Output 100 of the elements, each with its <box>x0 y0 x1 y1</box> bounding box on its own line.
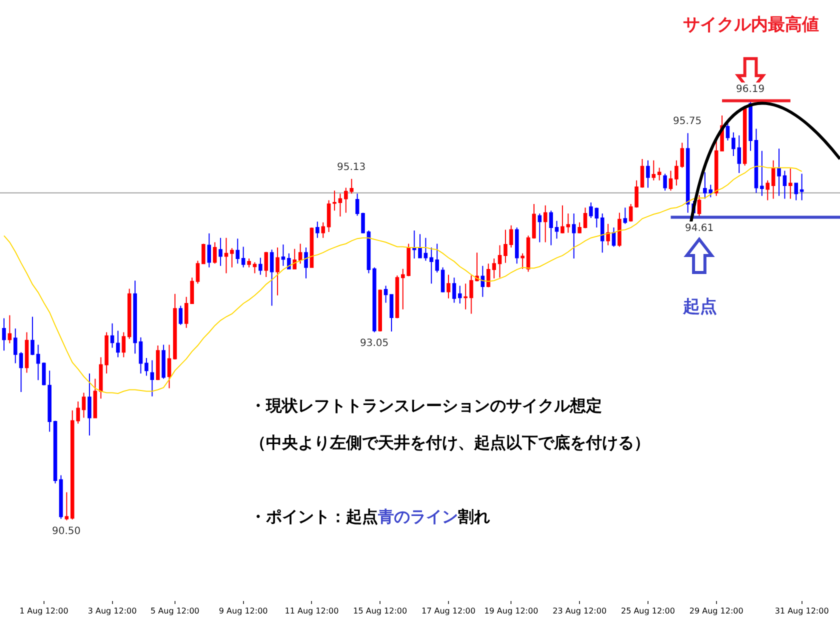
candlestick <box>298 243 302 264</box>
candlestick <box>332 190 336 212</box>
candlestick <box>777 148 781 196</box>
candlestick <box>390 294 394 332</box>
candlestick <box>241 246 246 268</box>
candlestick <box>93 378 98 418</box>
candlestick <box>133 280 137 354</box>
candlestick <box>212 242 217 264</box>
candlestick <box>594 207 599 228</box>
candlestick <box>504 229 508 264</box>
candlestick <box>464 283 468 310</box>
candlestick <box>326 200 331 232</box>
candlestick <box>526 235 530 272</box>
candlestick <box>686 132 690 214</box>
candlestick <box>116 330 120 358</box>
candlestick <box>378 288 382 332</box>
candlestick <box>338 193 342 217</box>
candlestick <box>668 170 673 192</box>
candlestick <box>196 260 200 284</box>
annotation: ・ポイント：起点 <box>250 507 378 526</box>
candlestick <box>440 266 445 293</box>
candlestick <box>554 220 559 240</box>
candlestick <box>680 142 684 168</box>
candlestick <box>276 246 280 296</box>
candlestick <box>36 344 40 381</box>
candlestick <box>122 332 126 358</box>
candlestick <box>30 316 34 356</box>
candlestick <box>8 314 12 344</box>
candlestick <box>452 277 456 304</box>
candlestick <box>412 230 416 259</box>
candlestick <box>663 173 667 192</box>
candlestick <box>543 204 548 243</box>
candlestick <box>24 332 29 374</box>
candlestick <box>788 168 792 200</box>
ref-line-label: 起点 <box>682 297 717 317</box>
candlestick <box>316 221 320 238</box>
candlestick <box>366 230 371 274</box>
candlestick <box>446 274 450 299</box>
candlestick <box>150 360 154 397</box>
candlestick <box>640 158 644 188</box>
candlestick <box>82 392 86 418</box>
candlestick <box>162 344 166 380</box>
candlestick <box>475 252 479 282</box>
candlestick <box>230 248 234 268</box>
candlestick <box>714 140 718 196</box>
candlestick <box>207 232 212 268</box>
candlestick <box>281 244 286 266</box>
candlestick <box>110 322 114 348</box>
candlestick <box>321 222 326 238</box>
candlestick <box>218 237 222 266</box>
candlestick <box>156 345 160 381</box>
candlestick <box>144 358 148 376</box>
candlestick <box>623 207 628 224</box>
x-tick-label: 23 Aug 12:00 <box>552 606 607 616</box>
candlestick <box>469 274 474 314</box>
candlestick <box>560 204 564 234</box>
x-tick-label: 9 Aug 12:00 <box>218 606 268 616</box>
candlestick <box>384 285 388 304</box>
annotation: 95.75 <box>673 116 702 127</box>
candlestick <box>42 362 46 386</box>
candlestick <box>754 128 758 194</box>
annotation: 95.13 <box>337 162 366 173</box>
candlestick <box>418 234 422 258</box>
candlestick <box>48 370 52 432</box>
x-tick-label: 11 Aug 12:00 <box>284 606 339 616</box>
candlestick <box>247 258 251 268</box>
annotation: ・現状レフトトランスレーションのサイクル想定 <box>250 396 602 415</box>
x-tick-label: 31 Aug 12:00 <box>774 606 829 616</box>
candlestick <box>657 167 662 181</box>
candlestick <box>514 227 519 264</box>
candlestick <box>572 213 576 259</box>
candlestick <box>509 224 514 248</box>
candlestick <box>538 213 542 243</box>
candlestick <box>674 160 678 186</box>
candlestick <box>549 210 553 246</box>
candlestick <box>600 213 604 254</box>
candlestick <box>766 180 770 201</box>
candlestick <box>64 492 69 521</box>
candlestick <box>361 212 365 234</box>
candlestick <box>480 265 485 298</box>
candlestick <box>800 173 804 201</box>
x-tick-label: 25 Aug 12:00 <box>620 606 675 616</box>
candlestick <box>458 285 462 304</box>
candlestick <box>782 170 787 200</box>
candlestick <box>395 274 400 319</box>
candlestick <box>566 213 570 234</box>
candlestick <box>173 293 177 360</box>
annotation: 90.50 <box>52 526 81 537</box>
candlestick <box>748 100 752 152</box>
x-tick-label: 17 Aug 12:00 <box>422 606 476 616</box>
candlestick <box>88 373 92 436</box>
candlestick <box>292 248 297 270</box>
x-tick-label: 19 Aug 12:00 <box>484 606 538 616</box>
candlestick <box>310 227 314 268</box>
candlestick <box>224 237 228 274</box>
candlestick <box>589 202 593 218</box>
annotation: 94.61 <box>685 223 714 234</box>
ref-line-label: サイクル内最高値 <box>683 15 819 35</box>
candlestick <box>646 160 650 188</box>
candlestick <box>697 194 702 218</box>
